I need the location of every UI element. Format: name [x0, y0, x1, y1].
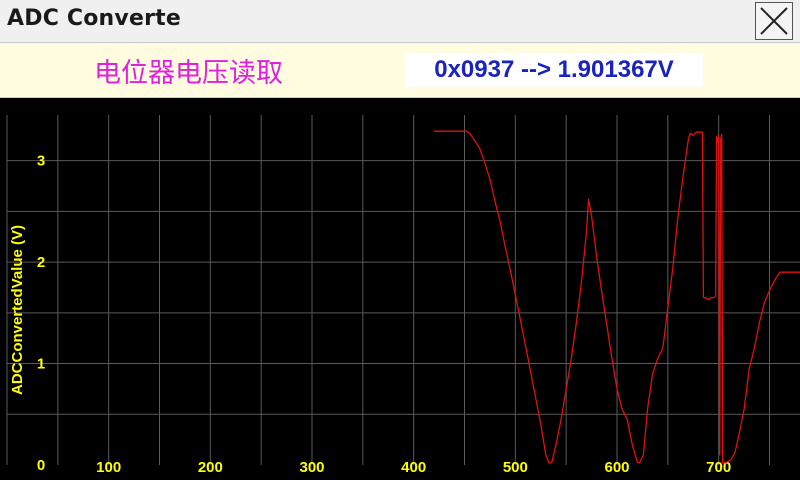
- voltage-trace: [434, 130, 800, 464]
- readout-header: 电位器电压读取 0x0937 --> 1.901367V: [0, 43, 800, 98]
- page-subtitle: 电位器电压读取: [94, 58, 283, 89]
- y-tick-label: 0: [37, 457, 45, 474]
- close-button[interactable]: [755, 2, 793, 40]
- adc-readout: 0x0937 --> 1.901367V: [405, 53, 703, 87]
- window-title: ADC Converte: [7, 6, 181, 31]
- y-tick-label: 2: [37, 254, 45, 271]
- x-tick-label: 700: [706, 459, 731, 476]
- plot-area: 100 200 300 400 500 600 700 0 1 2 3 ADCConvertedVal…: [0, 98, 800, 480]
- x-tick-label: 300: [299, 459, 324, 476]
- y-tick-label: 1: [37, 356, 45, 373]
- x-tick-label: 400: [401, 459, 426, 476]
- title-bar: ADC Converte: [0, 0, 800, 43]
- x-tick-label: 600: [604, 459, 629, 476]
- x-tick-label: 200: [198, 459, 223, 476]
- voltage-chart: 100 200 300 400 500 600 700 0 1 2 3 ADCConvertedVal…: [6, 115, 800, 476]
- y-tick-label: 3: [37, 153, 45, 170]
- x-tick-label: 500: [503, 459, 528, 476]
- x-tick-label: 100: [96, 459, 121, 476]
- close-icon: [760, 7, 788, 35]
- y-axis-label: ADCConvertedValue (V): [9, 225, 26, 395]
